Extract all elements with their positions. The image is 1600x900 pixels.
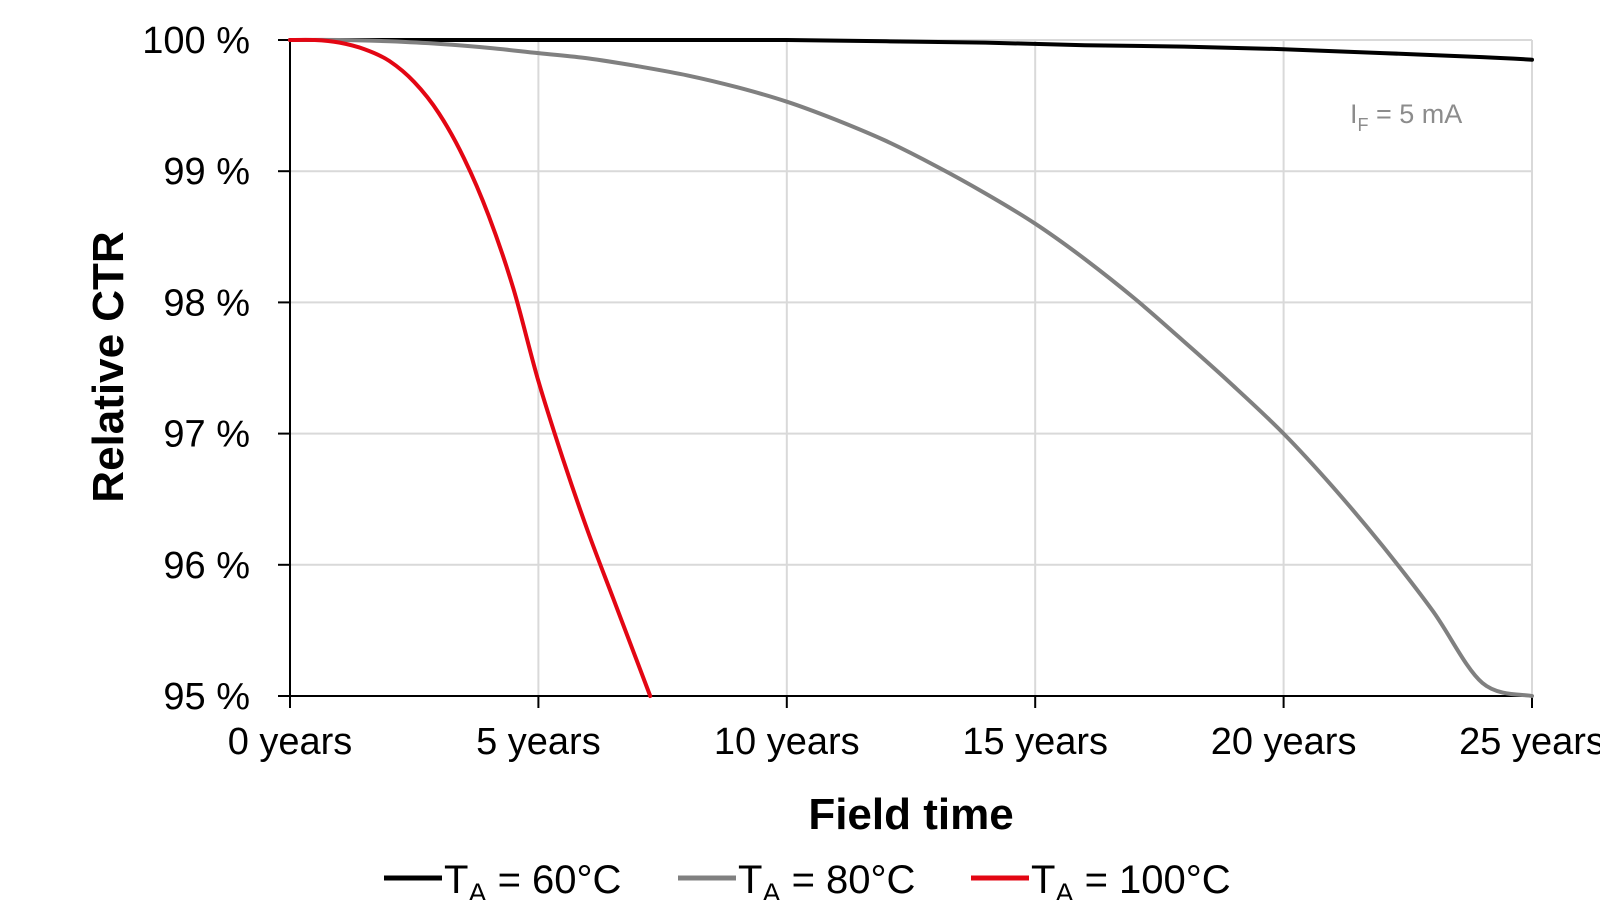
y-tick-label: 98 %: [163, 282, 250, 324]
y-tick-label: 99 %: [163, 151, 250, 193]
annotation-current: IF = 5 mA: [1350, 99, 1462, 135]
legend-item: TA = 60°C: [384, 858, 621, 900]
legend-label: TA = 80°C: [738, 858, 915, 900]
grid-lines: [290, 39, 1533, 696]
tick-labels: 0 years 5 years 10 years 15 years 20 years 25…: [142, 20, 1600, 763]
y-tick-label: 97 %: [163, 414, 250, 456]
legend-label: TA = 100°C: [1031, 858, 1231, 900]
y-tick-label: 100 %: [142, 20, 250, 62]
legend-label: TA = 60°C: [444, 858, 621, 900]
x-tick-label: 10 years: [714, 721, 860, 763]
legend: TA = 60°C TA = 80°C TA = 100°C: [384, 858, 1231, 900]
annotation-text: IF = 5 mA: [1350, 99, 1462, 135]
series-lines: [288, 37, 1534, 698]
series-line: [288, 37, 1534, 62]
y-tick-label: 95 %: [163, 676, 250, 718]
x-tick-label: 5 years: [476, 721, 601, 763]
series-line: [288, 37, 653, 698]
x-tick-label: 0 years: [228, 721, 353, 763]
x-tick-label: 15 years: [962, 721, 1108, 763]
legend-item: TA = 80°C: [678, 858, 915, 900]
x-tick-label: 25 years: [1459, 721, 1600, 763]
x-tick-label: 20 years: [1211, 721, 1357, 763]
legend-item: TA = 100°C: [971, 858, 1231, 900]
axes: [278, 39, 1533, 708]
x-axis-title: Field time: [808, 790, 1013, 839]
y-axis-title: Relative CTR: [84, 231, 133, 502]
series-line: [288, 37, 1534, 698]
y-tick-label: 96 %: [163, 545, 250, 587]
